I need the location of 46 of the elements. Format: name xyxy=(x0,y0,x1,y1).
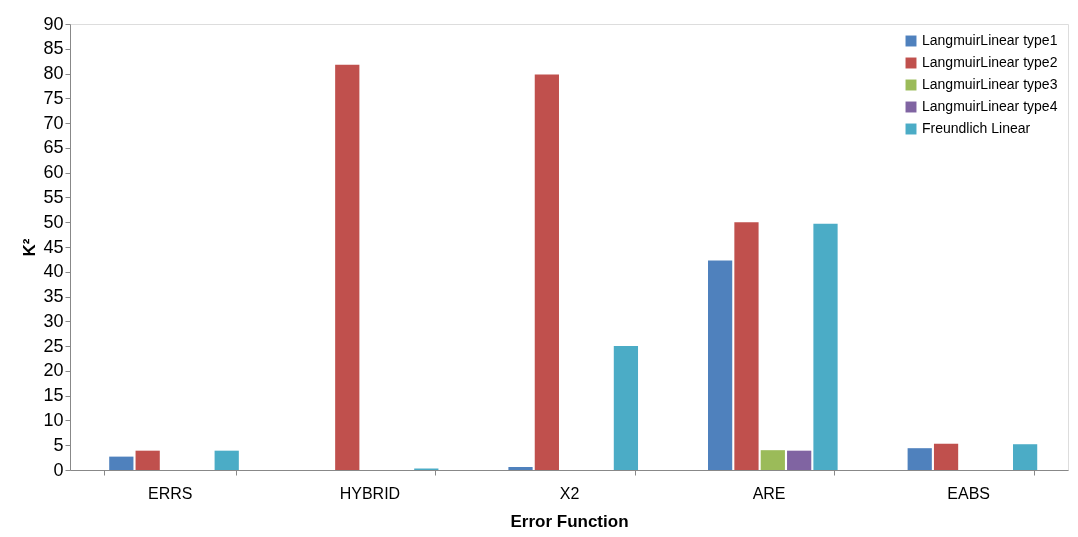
x-tick-label: EABS xyxy=(947,484,991,502)
y-tick-label: 0 xyxy=(53,459,64,480)
y-tick-label: 70 xyxy=(43,112,64,133)
y-tick-label: 90 xyxy=(43,13,64,34)
bar xyxy=(933,443,959,470)
bar xyxy=(787,450,812,470)
bar xyxy=(214,450,239,470)
x-tick-label: HYBRID xyxy=(339,484,401,502)
x-tick-label: X2 xyxy=(559,484,580,502)
y-tick-label: 50 xyxy=(43,211,64,232)
y-tick-label: 40 xyxy=(43,261,64,282)
y-tick-label: 80 xyxy=(43,63,64,84)
y-tick-label: 15 xyxy=(43,385,64,406)
x-tick-label: ERRS xyxy=(148,484,193,502)
bar xyxy=(1012,444,1038,470)
legend-label: LangmuirLinear type4 xyxy=(922,98,1058,114)
bar xyxy=(109,456,134,470)
y-tick-label: 85 xyxy=(43,38,64,59)
bar xyxy=(135,450,160,470)
y-axis-title: K² xyxy=(20,238,40,257)
y-tick-label: 30 xyxy=(43,310,64,331)
legend-label: Freundlich Linear xyxy=(922,120,1031,136)
y-tick-label: 55 xyxy=(43,186,64,207)
bar xyxy=(813,223,838,470)
y-tick-label: 45 xyxy=(43,236,64,257)
x-tick-label: ARE xyxy=(752,484,786,502)
legend-label: LangmuirLinear type1 xyxy=(922,32,1058,48)
y-tick-label: 35 xyxy=(43,286,64,307)
y-tick-label: 10 xyxy=(43,409,64,430)
y-tick-label: 25 xyxy=(43,335,64,356)
bar xyxy=(734,222,759,470)
bar xyxy=(613,346,639,470)
legend-label: LangmuirLinear type2 xyxy=(922,54,1058,70)
bar xyxy=(708,260,733,470)
bar xyxy=(534,74,559,470)
y-tick-label: 60 xyxy=(43,162,64,183)
bar xyxy=(760,450,785,470)
bar xyxy=(335,64,360,470)
x-axis-title: Error Function xyxy=(510,511,629,531)
legend-label: LangmuirLinear type3 xyxy=(922,76,1058,92)
bar xyxy=(907,448,932,470)
y-tick-label: 5 xyxy=(53,434,64,455)
y-tick-label: 75 xyxy=(43,87,64,108)
bar xyxy=(508,467,533,470)
y-tick-label: 20 xyxy=(43,360,64,381)
y-tick-label: 65 xyxy=(43,137,64,158)
